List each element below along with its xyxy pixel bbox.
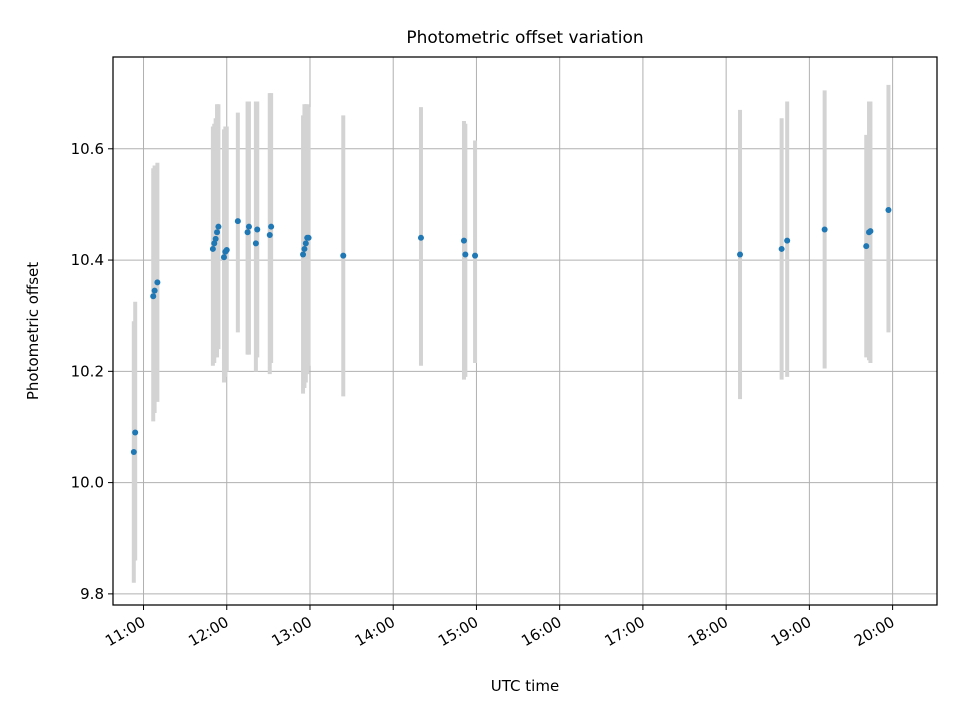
x-tick-label: 12:00 [185, 613, 231, 650]
y-tick-label: 10.0 [71, 474, 104, 492]
data-point [214, 229, 221, 236]
data-point [417, 234, 424, 241]
x-axis-ticks: 11:00 12:00 13:00 14:00 15:00 16:00 17:00 18:00… [102, 605, 898, 650]
data-point [867, 228, 874, 235]
data-point [234, 218, 241, 225]
chart-title: Photometric offset variation [406, 28, 643, 48]
plot-frame [112, 56, 938, 606]
data-point [254, 226, 261, 233]
x-tick-label: 13:00 [269, 613, 315, 650]
data-point [209, 245, 216, 252]
data-point [885, 206, 892, 213]
data-point [245, 223, 252, 230]
x-axis-label: UTC time [491, 677, 559, 695]
y-axis-ticks: 9.8 10.0 10.2 10.4 10.6 [71, 140, 113, 603]
data-point [305, 234, 312, 241]
errorbar-layer [131, 84, 891, 583]
data-point [302, 240, 309, 247]
y-axis-label: Photometric offset [24, 262, 42, 400]
data-point [737, 251, 744, 258]
x-tick-label: 20:00 [851, 613, 897, 650]
x-tick-label: 18:00 [685, 613, 731, 650]
data-point [460, 237, 467, 244]
data-point [132, 429, 139, 436]
y-tick-label: 10.4 [71, 251, 104, 269]
x-tick-label: 15:00 [435, 613, 481, 650]
data-point [821, 226, 828, 233]
y-tick-label: 9.8 [80, 585, 104, 603]
data-point [863, 243, 870, 250]
data-point [244, 229, 251, 236]
data-point [150, 293, 157, 300]
y-tick-label: 10.2 [71, 362, 104, 380]
x-tick-label: 14:00 [352, 613, 398, 650]
data-point [301, 245, 308, 252]
data-point [472, 252, 479, 259]
data-point [215, 223, 222, 230]
data-point [223, 247, 230, 254]
x-tick-label: 19:00 [768, 613, 814, 650]
data-point [778, 245, 785, 252]
data-point [340, 252, 347, 259]
x-tick-label: 16:00 [518, 613, 564, 650]
point-layer [130, 206, 892, 456]
data-point [220, 254, 227, 261]
x-tick-label: 11:00 [102, 613, 148, 650]
data-point [462, 251, 469, 258]
y-tick-label: 10.6 [71, 140, 104, 158]
data-point [130, 449, 137, 456]
x-tick-label: 17:00 [601, 613, 647, 650]
data-point [212, 235, 219, 242]
data-point [252, 240, 259, 247]
data-point [784, 237, 791, 244]
data-point [151, 287, 158, 294]
data-point [300, 251, 307, 258]
data-point [268, 223, 275, 230]
data-point [154, 279, 161, 286]
data-point [266, 232, 273, 239]
